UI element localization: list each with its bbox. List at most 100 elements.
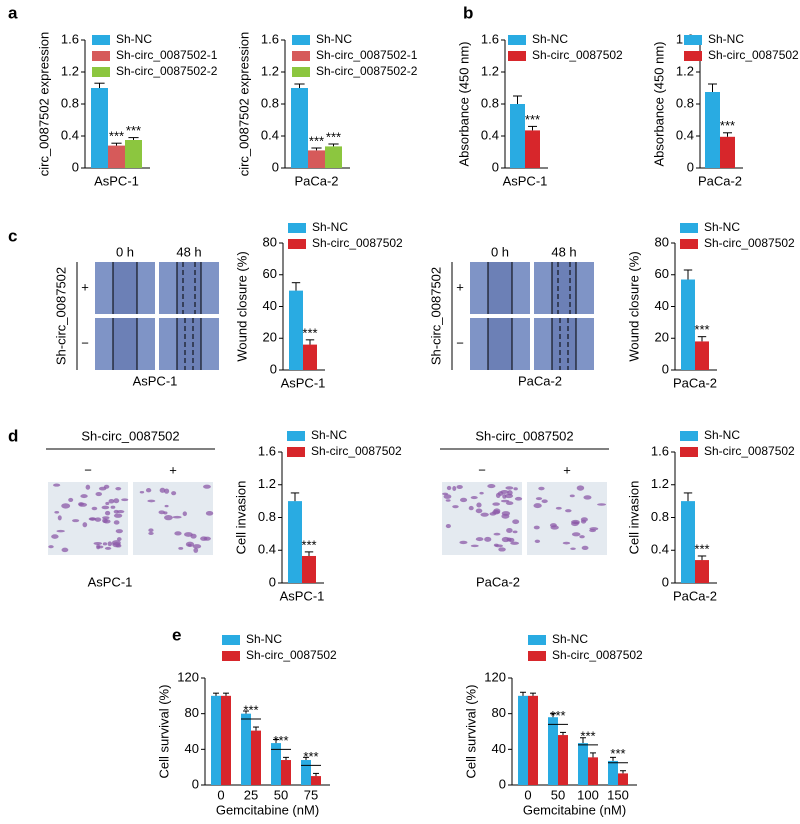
invaded-cell	[533, 503, 542, 509]
cell-line-label: AsPC-1	[133, 373, 178, 388]
invaded-cell	[88, 517, 97, 521]
invaded-cell	[479, 491, 484, 495]
wound-gap	[552, 318, 576, 370]
invaded-cell	[573, 521, 580, 525]
column-label: +	[563, 462, 571, 477]
y-tick-label: 120	[484, 669, 506, 684]
legend-label: Sh-NC	[311, 428, 347, 442]
bar	[548, 717, 558, 785]
invaded-cell	[203, 484, 211, 489]
invasion-image	[527, 482, 607, 555]
invaded-cell	[111, 540, 121, 546]
invaded-cell	[443, 494, 452, 499]
error-bar	[291, 282, 301, 291]
significance-label: ***	[109, 129, 124, 144]
y-tick-label: 1.2	[676, 63, 694, 78]
x-tick-label: PaCa-2	[673, 375, 717, 390]
invaded-cell	[452, 505, 459, 509]
y-tick-label: 20	[263, 330, 277, 345]
bar	[271, 743, 281, 785]
column-label: +	[169, 462, 177, 477]
x-tick-label: 0	[217, 787, 224, 802]
invaded-cell	[583, 495, 592, 500]
legend-swatch	[680, 431, 698, 441]
invaded-cell	[171, 491, 177, 496]
row-label: +	[81, 279, 89, 294]
wound-gap	[488, 318, 512, 370]
y-axis-label: Cell invasion	[626, 481, 641, 555]
legend-swatch	[92, 67, 110, 77]
invaded-cell	[492, 502, 500, 506]
invaded-cell	[550, 525, 559, 530]
significance-label: ***	[301, 537, 316, 552]
legend-swatch	[528, 651, 546, 661]
panel-letter: d	[8, 426, 18, 445]
invasion-image	[133, 482, 214, 555]
y-tick-label: 1.6	[261, 31, 279, 46]
invaded-cell	[504, 493, 514, 499]
invaded-cell	[487, 483, 496, 489]
bar	[608, 760, 618, 785]
invaded-cell	[580, 517, 588, 522]
invaded-cell	[500, 490, 509, 494]
invaded-cell	[56, 529, 65, 533]
invaded-cell	[108, 498, 115, 504]
y-tick-label: 20	[655, 330, 669, 345]
panel-letter: b	[463, 3, 473, 22]
x-tick-label: AsPC-1	[94, 173, 139, 188]
legend-label: Sh-circ_0087502	[246, 648, 337, 662]
legend-label: Sh-circ_0087502-1	[316, 48, 418, 62]
y-axis-label: circ_0087502 expression	[36, 32, 51, 177]
x-tick-label: PaCa-2	[673, 588, 717, 603]
bar	[301, 760, 311, 785]
x-tick-label: PaCa-2	[294, 173, 338, 188]
group-label: Sh-circ_0087502	[81, 428, 179, 443]
significance-label: ***	[303, 749, 318, 764]
invaded-cell	[172, 515, 182, 519]
invaded-cell	[505, 486, 514, 490]
column-label: 48 h	[551, 244, 576, 259]
legend-label: Sh-circ_0087502	[311, 444, 402, 458]
bar	[291, 88, 308, 168]
x-tick-label: 75	[304, 787, 318, 802]
y-tick-label: 40	[185, 741, 199, 756]
invaded-cell	[103, 484, 110, 489]
error-bar	[697, 336, 707, 342]
error-bar	[683, 269, 693, 280]
y-tick-label: 0	[269, 574, 276, 589]
invaded-cell	[506, 527, 513, 533]
y-tick-label: 1.2	[61, 63, 79, 78]
wound-image	[470, 262, 530, 314]
error-bar	[303, 756, 309, 761]
invaded-cell	[145, 488, 152, 493]
error-bar	[304, 551, 314, 556]
legend-swatch	[288, 239, 306, 249]
error-bar	[313, 772, 319, 777]
significance-label: ***	[610, 746, 625, 761]
legend-label: Sh-NC	[704, 428, 740, 442]
significance-label: ***	[550, 708, 565, 723]
y-tick-label: 80	[263, 234, 277, 249]
invaded-cell	[446, 485, 452, 491]
bar	[108, 145, 125, 168]
legend-swatch	[287, 431, 305, 441]
bar	[288, 501, 302, 583]
error-bar	[708, 83, 717, 92]
bar	[308, 150, 325, 168]
legend-label: Sh-NC	[704, 220, 740, 234]
bar	[211, 695, 221, 785]
invaded-cell	[581, 545, 589, 550]
invaded-cell	[53, 483, 61, 487]
legend-label: Sh-circ_0087502	[708, 48, 799, 62]
invaded-cell	[48, 545, 54, 549]
invaded-cell	[538, 486, 545, 491]
invaded-cell	[512, 519, 520, 525]
invaded-cell	[541, 499, 548, 504]
invaded-cell	[113, 498, 120, 504]
invaded-cell	[192, 544, 202, 549]
significance-label: ***	[525, 112, 540, 127]
y-tick-label: 1.2	[481, 63, 499, 78]
bar	[695, 341, 709, 370]
invaded-cell	[147, 499, 156, 503]
legend-label: Sh-NC	[532, 32, 568, 46]
